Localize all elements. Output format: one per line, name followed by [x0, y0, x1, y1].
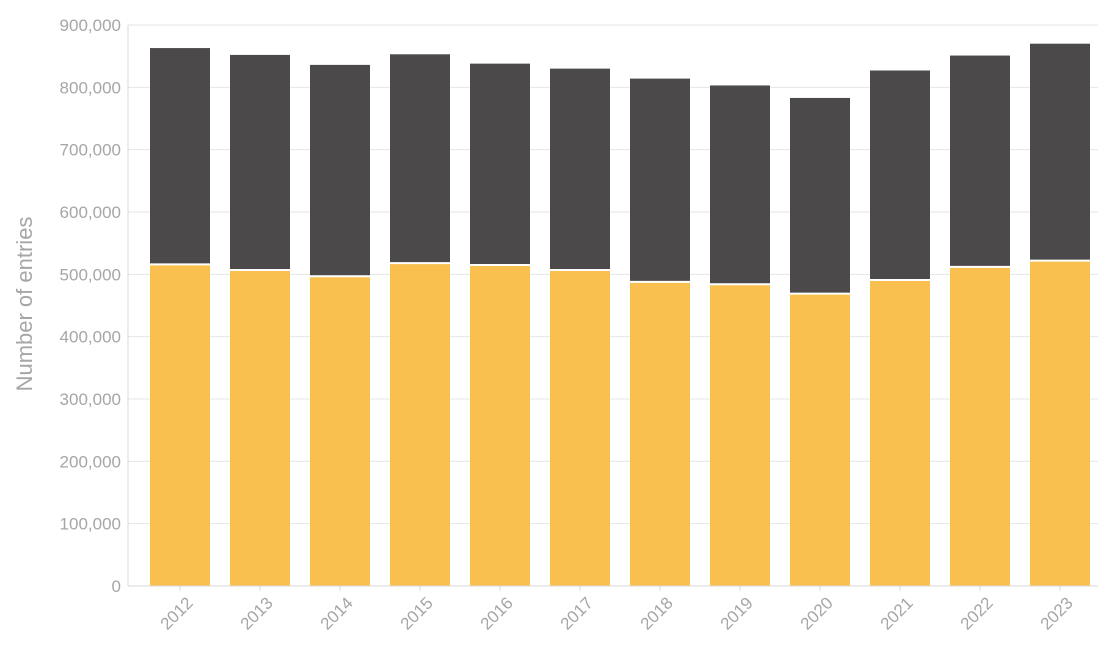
x-tick-label: 2022: [957, 593, 997, 633]
bar-segment-series-1: [790, 293, 850, 586]
bar-segment-series-1: [710, 284, 770, 586]
bar-segment-series-2: [230, 54, 290, 270]
x-tick-label: 2023: [1037, 593, 1077, 633]
x-tick-label: 2018: [637, 593, 677, 633]
y-tick-label: 700,000: [60, 141, 121, 160]
x-tick-label: 2021: [877, 593, 917, 633]
bar-segment-series-2: [870, 70, 930, 280]
bar-segment-series-2: [790, 97, 850, 294]
y-axis-title: Number of entries: [12, 217, 37, 392]
bar-segment-series-2: [630, 78, 690, 282]
y-tick-label: 400,000: [60, 328, 121, 347]
y-tick-label: 800,000: [60, 78, 121, 97]
bar-segment-series-1: [230, 269, 290, 586]
bar-segment-series-1: [470, 264, 530, 586]
bar-segment-series-2: [1030, 43, 1090, 261]
x-tick-label: 2019: [717, 593, 757, 633]
bar-segment-series-1: [950, 266, 1010, 586]
bar-segment-series-2: [150, 48, 210, 265]
y-tick-label: 0: [112, 577, 121, 596]
bar-segment-series-2: [950, 55, 1010, 267]
bar-segment-series-2: [390, 54, 450, 264]
x-tick-label: 2014: [317, 593, 357, 633]
bar-segment-series-2: [550, 68, 610, 270]
y-tick-label: 200,000: [60, 452, 121, 471]
y-tick-label: 100,000: [60, 515, 121, 534]
x-tick-label: 2015: [397, 593, 437, 633]
bar-segment-series-1: [550, 269, 610, 586]
bar-segment-series-2: [710, 85, 770, 285]
bar-segment-series-1: [1030, 260, 1090, 586]
y-tick-label: 900,000: [60, 16, 121, 35]
bar-segment-series-1: [390, 263, 450, 586]
y-tick-label: 300,000: [60, 390, 121, 409]
x-tick-label: 2020: [797, 593, 837, 633]
x-tick-label: 2016: [477, 593, 517, 633]
bar-segment-series-2: [470, 63, 530, 265]
x-tick-label: 2012: [157, 593, 197, 633]
bar-segment-series-1: [310, 276, 370, 586]
bar-segment-series-1: [630, 281, 690, 586]
bar-segment-series-2: [310, 64, 370, 277]
bar-segment-series-1: [150, 264, 210, 586]
x-tick-label: 2017: [557, 593, 597, 633]
bar-segment-series-1: [870, 279, 930, 586]
y-tick-label: 600,000: [60, 203, 121, 222]
bars: [150, 43, 1090, 586]
x-tick-label: 2013: [237, 593, 277, 633]
y-tick-label: 500,000: [60, 265, 121, 284]
